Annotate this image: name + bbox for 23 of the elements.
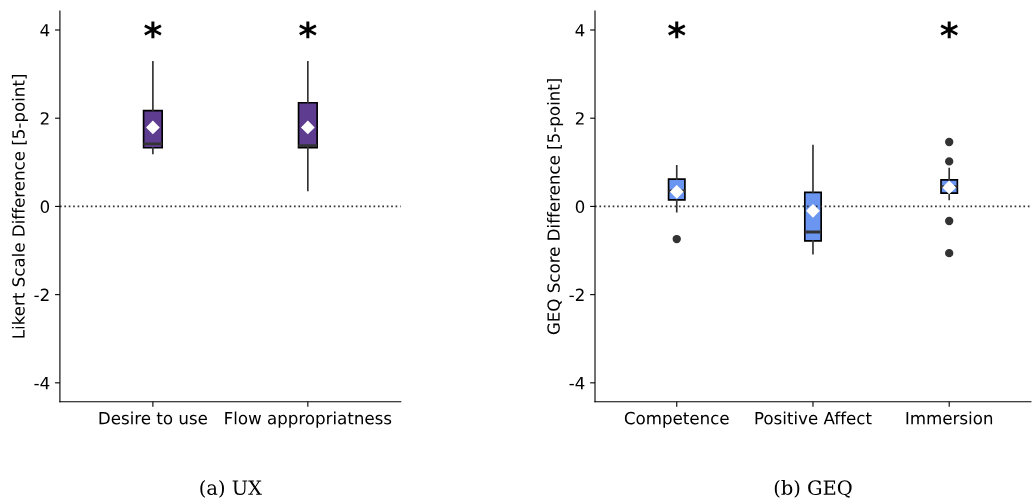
y-tick-label: 0 — [575, 200, 585, 213]
y-tick-label: 0 — [40, 200, 50, 213]
y-tick-label: -4 — [34, 377, 50, 390]
x-tick-label: Immersion — [906, 411, 993, 425]
x-tick-label: Positive Affect — [755, 411, 872, 425]
y-tick-label: -2 — [34, 288, 49, 301]
text: (b) GEQ — [774, 479, 852, 498]
text: * — [940, 21, 958, 39]
y-tick-label: 2 — [575, 112, 584, 125]
y-axis-title: Likert Scale Difference [5-point] — [11, 75, 29, 338]
text: * — [668, 21, 686, 39]
y-tick-label: 4 — [40, 24, 50, 37]
text: * — [299, 21, 317, 39]
y-tick-label: 4 — [575, 24, 585, 37]
y-tick-label: -4 — [569, 377, 585, 390]
text: * — [144, 21, 162, 39]
text: (a) UX — [200, 479, 262, 498]
y-tick-label: 2 — [40, 112, 49, 125]
x-tick-label: Desire to use — [99, 411, 207, 425]
x-tick-label: Flow appropriatness — [225, 411, 392, 428]
y-axis-title: GEQ Score Difference [5-point] — [546, 79, 564, 335]
x-tick-label: Competence — [624, 411, 729, 428]
y-tick-label: -2 — [569, 288, 584, 301]
